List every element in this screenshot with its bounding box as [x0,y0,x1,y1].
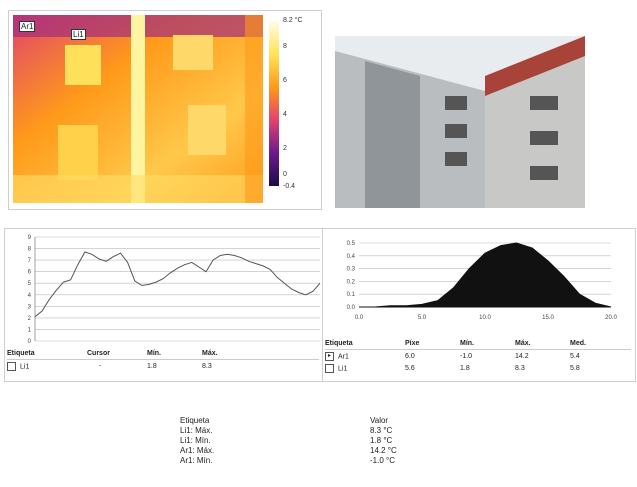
summary-value: -1.0 °C [370,456,395,465]
scale-min-label: -0.4 [283,183,296,190]
col-max: Máx. [515,339,531,347]
scale-tick: 4 [283,111,287,118]
visual-photo [335,36,585,208]
y-tick-label: 5 [28,281,32,287]
y-tick-label: 6 [28,270,32,276]
y-tick-label: 7 [28,258,32,264]
summary-value: 14.2 °C [370,446,397,455]
histogram-chart: 0.5 0.4 0.3 0.2 0.1 0.0 0.0 5.0 10.0 15.0 20.0 [347,241,618,321]
y-tick-label: 0.3 [347,267,356,273]
hist-table: Etiqueta Píxe Mín. Máx. Med. ▸ Ar1 6.0 -1… [325,337,631,374]
table-row[interactable]: Li1 - 1.8 8.3 [7,360,319,372]
scale-tick: 0 [283,171,287,178]
col-min: Mín. [147,349,161,357]
col-etiqueta: Etiqueta [325,339,353,347]
y-tick-label: 2 [28,316,32,322]
hist-y-ticks: 0.5 0.4 0.3 0.2 0.1 0.0 [347,241,356,311]
y-tick-label: 0.5 [347,241,356,247]
summary-value: 1.8 °C [370,436,393,445]
y-tick-label: 0.1 [347,292,356,298]
row-label: Li1 [20,362,30,370]
summary-table: Etiqueta Valor Li1: Máx. 8.3 °C Li1: Mín. 1… [180,416,397,466]
area-tag-ar1[interactable]: Ar1 [19,21,36,32]
x-tick-label: 5.0 [418,315,427,321]
thermal-image[interactable]: Ar1 Li1 [13,15,263,203]
row-pixe: 5.6 [405,364,415,372]
col-min: Mín. [460,339,474,347]
summary-label: Li1: Mín. [180,436,211,445]
histogram-panel: 0.5 0.4 0.3 0.2 0.1 0.0 0.0 5.0 10.0 15.0 20.0 Et… [322,228,636,382]
summary-header-valor: Valor [370,416,389,425]
summary-label: Li1: Máx. [180,426,213,435]
row-pixe: 6.0 [405,352,415,360]
line-profile-chart: 9 8 7 6 5 4 3 2 1 0 [28,235,321,345]
summary-label: Ar1: Máx. [180,446,215,455]
x-tick-label: 0.0 [355,315,364,321]
scale-max-label: 8.2 °C [283,17,303,24]
scale-tick: 8 [283,43,287,50]
hist-x-ticks: 0.0 5.0 10.0 15.0 20.0 [355,315,618,321]
summary-value: 8.3 °C [370,426,393,435]
row-med: 5.8 [570,364,580,372]
thermal-panel: Ar1 Li1 8.2 °C 8 6 4 2 0 -0.4 [8,10,322,210]
line-tag-li1[interactable]: Li1 [71,29,86,40]
line-table: Etiqueta Cursor Mín. Máx. Li1 - 1.8 8.3 [7,347,319,372]
row-med: 5.4 [570,352,580,360]
col-cursor: Cursor [87,349,110,357]
row-max: 8.3 [202,362,212,370]
y-tick-label: 0.2 [347,279,356,285]
y-tick-label: 0.4 [347,254,356,260]
row-checkbox[interactable] [325,363,334,373]
y-tick-label: 8 [28,247,32,253]
summary-header-etiqueta: Etiqueta [180,416,210,425]
scale-tick: 2 [283,145,287,152]
x-tick-label: 20.0 [605,315,617,321]
row-min: 1.8 [460,364,470,372]
color-scale-bar [269,21,279,186]
line-y-ticks: 9 8 7 6 5 4 3 2 1 0 [28,235,32,345]
line-grid [34,236,320,342]
y-tick-label: 4 [28,293,32,299]
line-profile-panel: 9 8 7 6 5 4 3 2 1 0 Etiqueta Cursor Mín. Máx. Li1… [4,228,323,382]
table-row[interactable]: ▸ Ar1 6.0 -1.0 14.2 5.4 [325,350,631,362]
x-tick-label: 15.0 [542,315,554,321]
col-med: Med. [570,339,586,347]
row-min: -1.0 [460,352,473,360]
col-max: Máx. [202,349,218,357]
y-tick-label: 3 [28,304,32,310]
y-tick-label: 0 [28,339,32,345]
row-checkbox-checked[interactable]: ▸ [325,351,334,361]
scale-tick: 6 [283,77,287,84]
row-checkbox[interactable] [7,361,16,371]
y-tick-label: 9 [28,235,32,241]
y-tick-label: 1 [28,327,32,333]
summary-label: Ar1: Mín. [180,456,213,465]
col-pixe: Píxe [405,339,420,347]
col-etiqueta: Etiqueta [7,349,35,357]
table-row[interactable]: Li1 5.6 1.8 8.3 5.8 [325,362,631,374]
line-series [34,251,321,318]
hist-series [359,242,612,308]
row-label: Ar1 [338,352,349,360]
row-max: 8.3 [515,364,525,372]
row-min: 1.8 [147,362,157,370]
y-tick-label: 0.0 [347,305,356,311]
row-cursor: - [99,362,102,370]
x-tick-label: 10.0 [479,315,491,321]
row-max: 14.2 [515,352,529,360]
row-label: Li1 [338,364,348,372]
